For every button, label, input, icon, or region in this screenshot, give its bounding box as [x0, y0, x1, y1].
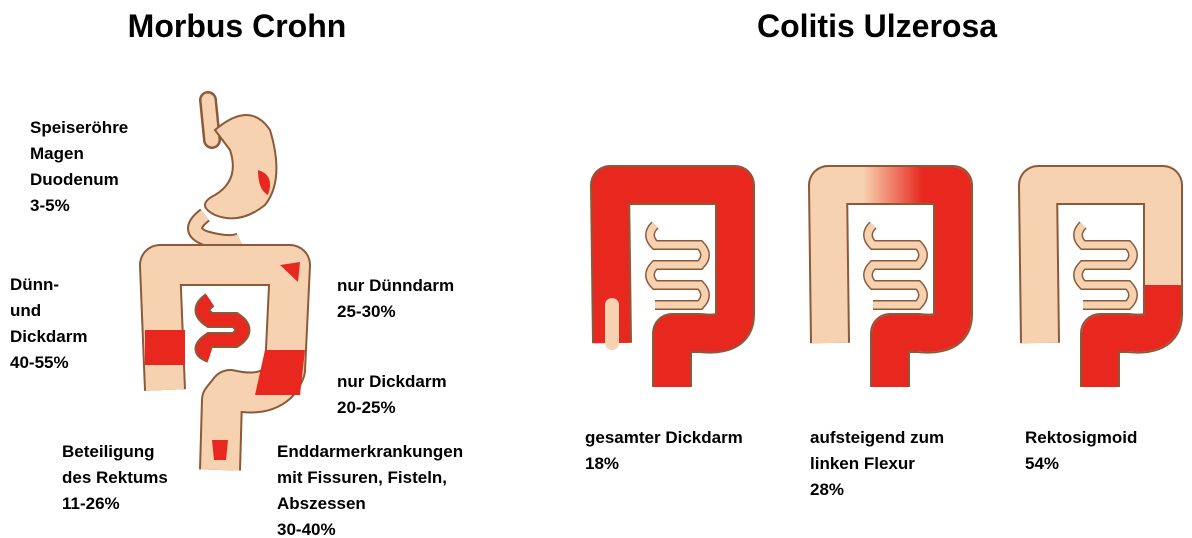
label-line: aufsteigend zum [810, 428, 945, 447]
colon-left-flexure [828, 167, 953, 387]
colon-rectosigmoid [1038, 185, 1163, 387]
label: Enddarmerkrankungen mit Fissuren, Fisteln… [277, 439, 463, 538]
label-line: 54% [1025, 454, 1060, 473]
label: gesamter Dickdarm 18% [585, 425, 743, 477]
label-line: 25-30% [337, 302, 396, 321]
title: Morbus Crohn [127, 8, 347, 44]
label-line: Abszessen [277, 494, 366, 513]
label-line: 20-25% [337, 398, 396, 417]
label-line: 11-26% [62, 494, 120, 513]
label: Dünn-und Dickdarm 40-55% [10, 272, 87, 376]
crohn-tract [139, 91, 311, 471]
label-line: linken Flexur [810, 454, 915, 473]
label-line: Enddarmerkrankungen [277, 442, 464, 461]
label-line: 30-40% [277, 520, 336, 538]
label-line: 40-55% [10, 353, 69, 372]
label: Rektosigmoid 54% [1025, 425, 1137, 477]
label-line: nur Dünndarm [337, 276, 455, 295]
label: Beteiligung des Rektums 11-26% [62, 439, 168, 517]
label: Speiseröhre Magen Duodenum 3-5% [30, 115, 128, 219]
label-line: mit Fissuren, Fisteln, [277, 468, 448, 487]
label-line: Dünn- [10, 275, 60, 294]
label-line: 18% [585, 454, 620, 473]
label-line: Speiseröhre [30, 118, 129, 137]
label-line: Beteiligung [62, 442, 155, 461]
label-line: Rektosigmoid [1025, 428, 1138, 447]
label-line: 28% [810, 480, 845, 499]
label: aufsteigend zum linken Flexur 28% [810, 425, 944, 503]
label-line: nur Dickdarm [337, 372, 447, 391]
label-line: Magen [30, 144, 84, 163]
label-line: Dickdarm [10, 327, 88, 346]
label-line: gesamter Dickdarm [585, 428, 743, 447]
label: nur Dickdarm 20-25% [337, 369, 447, 421]
label: nur Dünndarm 25-30% [337, 273, 454, 325]
label-line: und [10, 301, 42, 320]
label-line: Duodenum [30, 170, 119, 189]
colon-total [610, 185, 735, 387]
title: Colitis Ulzerosa [756, 8, 998, 44]
label-line: des Rektums [62, 468, 168, 487]
label-line: 3-5% [30, 196, 70, 215]
